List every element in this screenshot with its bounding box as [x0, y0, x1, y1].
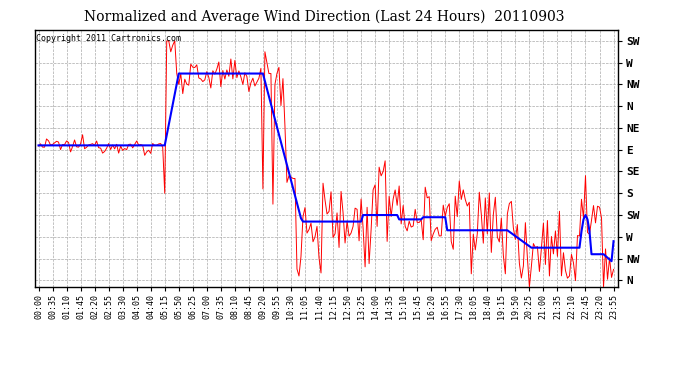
Text: Normalized and Average Wind Direction (Last 24 Hours)  20110903: Normalized and Average Wind Direction (L… — [84, 9, 564, 24]
Text: Copyright 2011 Cartronics.com: Copyright 2011 Cartronics.com — [36, 34, 181, 43]
